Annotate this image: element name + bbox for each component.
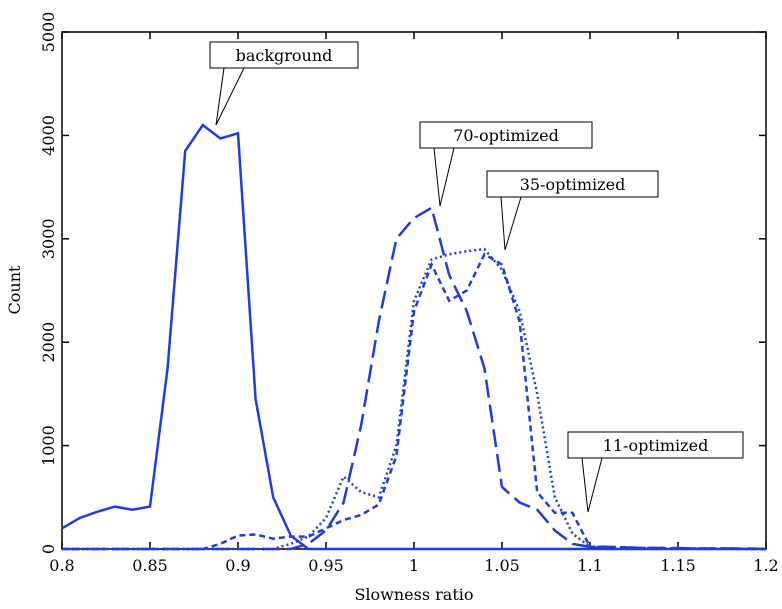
legend-label: 35-optimized <box>520 175 626 194</box>
y-tick-label: 0 <box>39 544 58 554</box>
leader-line <box>215 67 245 126</box>
series-line <box>61 123 766 551</box>
leader-line <box>433 147 441 207</box>
plot-frame <box>61 31 767 550</box>
y-tick-label: 3000 <box>39 218 58 259</box>
legend-label: 70-optimized <box>453 126 559 145</box>
leader-line <box>215 67 225 126</box>
leader-line <box>581 457 589 513</box>
legend-label: 11-optimized <box>603 436 709 455</box>
x-tick-label: 0.8 <box>49 556 74 575</box>
y-tick-label: 2000 <box>39 322 58 363</box>
x-tick-label: 1.2 <box>753 556 778 575</box>
label-box <box>419 121 593 149</box>
legend-label: background <box>236 46 333 65</box>
y-tick-label: 1000 <box>39 425 58 466</box>
y-tick-label: 4000 <box>39 115 58 156</box>
leader-line <box>439 147 455 207</box>
series-line <box>62 247 766 551</box>
label-box <box>209 41 359 69</box>
x-tick-label: 0.85 <box>132 556 168 575</box>
leader-line <box>504 196 522 251</box>
x-tick-label: 1.1 <box>577 556 602 575</box>
label-box <box>486 170 659 198</box>
x-axis-label: Slowness ratio <box>354 585 473 604</box>
leader-line <box>500 196 506 251</box>
x-tick-label: 0.9 <box>225 556 250 575</box>
x-tick-label: 0.95 <box>308 556 344 575</box>
label-box <box>567 431 744 459</box>
leader-line <box>587 457 603 513</box>
y-tick-label: 5000 <box>39 12 58 53</box>
x-tick-label: 1.05 <box>484 556 520 575</box>
y-axis-label: Count <box>5 265 24 314</box>
series-line <box>62 205 767 551</box>
series-line <box>62 252 766 551</box>
x-tick-label: 1.15 <box>660 556 696 575</box>
x-tick-label: 1 <box>409 556 419 575</box>
